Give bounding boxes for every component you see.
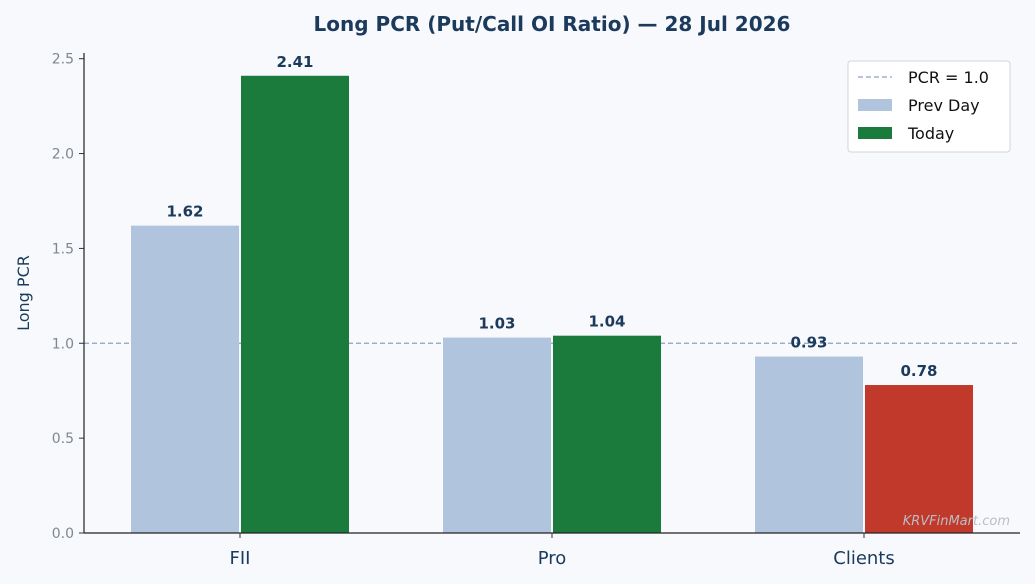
data-label: 1.62 bbox=[166, 203, 203, 221]
y-axis-ticks: 0.0 0.5 1.0 1.5 2.0 2.5 bbox=[52, 52, 84, 542]
legend-label: Today bbox=[907, 124, 954, 143]
bar-today-fii bbox=[241, 75, 349, 534]
chart-title: Long PCR (Put/Call OI Ratio) — 28 Jul 20… bbox=[314, 12, 791, 36]
x-axis-ticks: FII Pro Clients bbox=[230, 533, 895, 569]
y-tick-label: 1.0 bbox=[52, 336, 74, 352]
bars-group bbox=[131, 75, 973, 534]
legend-label: PCR = 1.0 bbox=[908, 68, 989, 87]
watermark: KRVFinMart.com bbox=[903, 514, 1010, 529]
data-label: 1.03 bbox=[478, 315, 515, 333]
x-tick-label: Clients bbox=[833, 548, 895, 569]
y-axis-label: Long PCR bbox=[14, 255, 33, 331]
x-tick-label: FII bbox=[230, 548, 251, 569]
data-label: 0.93 bbox=[790, 334, 827, 352]
data-label: 1.04 bbox=[588, 313, 625, 331]
data-labels-group: 1.62 2.41 1.03 1.04 0.93 0.78 bbox=[166, 53, 937, 380]
legend: PCR = 1.0 Prev Day Today bbox=[847, 60, 1011, 153]
data-label: 0.78 bbox=[900, 362, 937, 380]
legend-label: Prev Day bbox=[908, 96, 980, 115]
y-tick-label: 2.0 bbox=[52, 147, 74, 163]
y-tick-label: 0.0 bbox=[52, 526, 74, 542]
bar-today-clients bbox=[865, 385, 973, 533]
y-tick-label: 2.5 bbox=[52, 52, 74, 68]
y-tick-label: 0.5 bbox=[52, 431, 74, 447]
bar-prev-day-pro bbox=[443, 337, 551, 533]
legend-swatch bbox=[858, 127, 892, 139]
legend-swatch bbox=[858, 99, 892, 111]
x-tick-label: Pro bbox=[538, 548, 567, 569]
bar-prev-day-fii bbox=[131, 225, 239, 533]
data-label: 2.41 bbox=[276, 53, 313, 71]
bar-prev-day-clients bbox=[755, 356, 863, 533]
bar-today-pro bbox=[553, 335, 661, 533]
y-tick-label: 1.5 bbox=[52, 241, 74, 257]
